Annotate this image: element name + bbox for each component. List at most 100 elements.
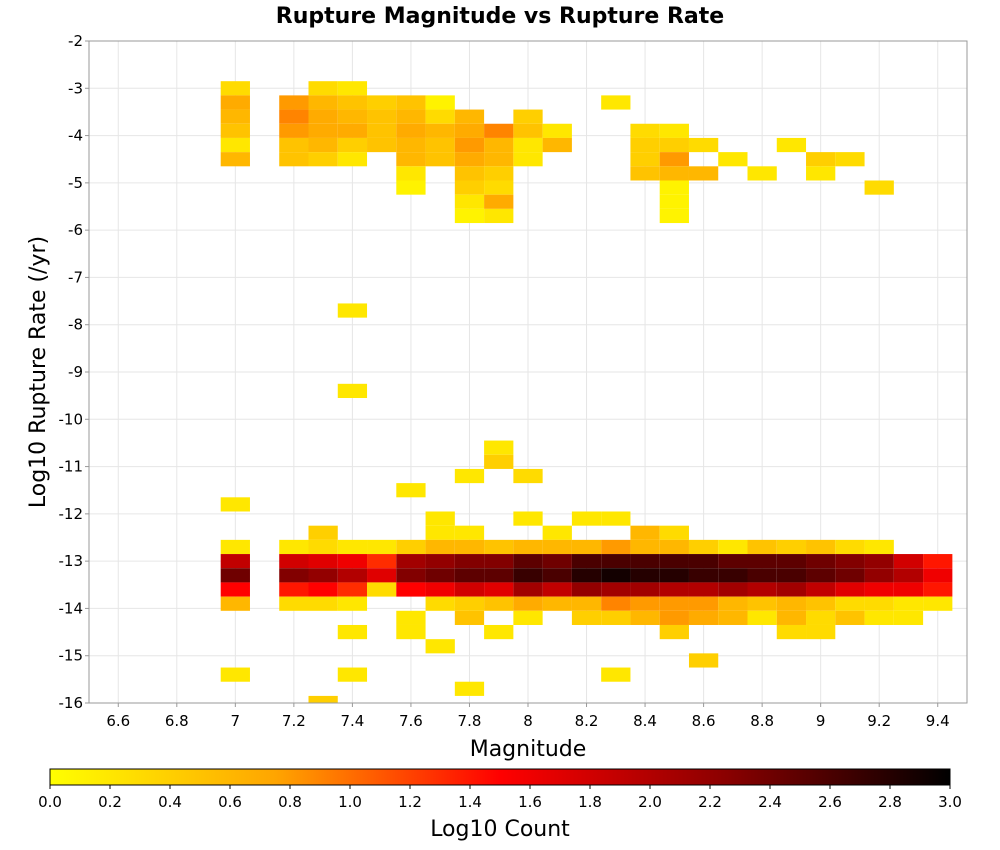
heatmap-cell [454,582,485,597]
x-tick-label: 6.6 [106,712,130,730]
heatmap-cell [659,568,689,583]
y-tick-label: -7 [68,268,83,286]
y-tick-label: -12 [59,505,84,523]
y-tick-label: -15 [59,647,84,665]
heatmap-cell [659,610,689,625]
heatmap-cell [484,152,514,167]
heatmap-cell [337,152,368,167]
heatmap-cell [425,554,455,569]
heatmap-cell [923,554,953,569]
colorbar-tick-label: 0.0 [38,793,62,811]
heatmap-cell [659,208,689,224]
heatmap-cell [308,152,338,167]
heatmap-cell [864,582,894,597]
heatmap-cell [806,610,836,625]
y-tick-label: -3 [68,79,83,97]
heatmap-cell [835,596,865,611]
heatmap-cell [542,539,572,555]
y-tick-label: -10 [59,410,84,428]
heatmap-cell [806,568,836,583]
colorbar-tick-label: 1.0 [338,793,362,811]
x-axis-label: Magnitude [470,737,587,762]
colorbar-tick-label: 3.0 [938,793,962,811]
heatmap-cell [513,137,543,153]
heatmap-cell [806,596,836,611]
heatmap-cell [396,137,426,153]
heatmap-cell [806,624,836,640]
heatmap-cell [454,568,485,583]
heatmap-cell [367,95,397,110]
heatmap-cell [484,180,514,195]
heatmap-cell [279,137,309,153]
heatmap-cell [542,137,572,153]
heatmap-cell [484,194,514,209]
heatmap-cell [601,511,631,526]
heatmap-cell [454,137,485,153]
colorbar-tick-label: 2.0 [638,793,662,811]
heatmap-cell [747,539,777,555]
heatmap-cell [571,610,602,625]
heatmap-cell [864,180,894,195]
heatmap-cell [513,511,543,526]
heatmap-cell [659,137,689,153]
heatmap-cell [279,123,309,138]
heatmap-cell [659,194,689,209]
heatmap-cell [718,554,748,569]
colorbar-tick-label: 0.8 [278,793,302,811]
heatmap-cell [308,554,338,569]
colorbar-tick-label: 0.2 [98,793,122,811]
heatmap-cell [688,610,719,625]
heatmap-cell [747,568,777,583]
heatmap-cell [864,554,894,569]
heatmap-cell [308,81,338,96]
x-tick-label: 8.4 [633,712,657,730]
heatmap-cell [601,596,631,611]
heatmap-cell [454,208,485,224]
y-axis-ticks: -2 -3 -4 -5 -6 -7 -8 -9 -10 -11 -12 -13 -14 -15 -16 [59,32,89,712]
heatmap-cell [513,582,543,597]
heatmap-cell [659,582,689,597]
heatmap-cell [337,81,368,96]
heatmap-cell [659,180,689,195]
heatmap-cell [688,137,719,153]
x-tick-label: 9.2 [867,712,891,730]
heatmap-cell [659,123,689,138]
heatmap-cell [659,596,689,611]
y-axis-label: Log10 Rupture Rate (/yr) [26,236,51,508]
colorbar-tick-label: 1.6 [518,793,542,811]
heatmap-cell [367,137,397,153]
heatmap-cell [835,610,865,625]
heatmap-cell [308,596,338,611]
heatmap-cell [308,137,338,153]
heatmap-cell [425,582,455,597]
heatmap-cell [484,624,514,640]
heatmap-cell [718,152,748,167]
heatmap-cell [659,624,689,640]
x-axis-ticks: 6.6 6.8 7 7.2 7.4 7.6 7.8 8 8.2 8.4 8.6 8.8 9 9.2 9.4 [106,703,950,730]
heatmap-cell [425,525,455,540]
heatmap-cell [425,511,455,526]
colorbar-tick-label: 2.2 [698,793,722,811]
heatmap-cell [659,166,689,181]
heatmap-cell [220,596,250,611]
heatmap-cell [893,568,924,583]
heatmap-cell [601,667,631,682]
heatmap-cell [923,568,953,583]
heatmap-cell [279,95,309,110]
heatmap-cell [776,596,807,611]
y-tick-label: -11 [59,458,84,476]
heatmap-cells [220,81,953,703]
x-tick-label: 8.8 [750,712,774,730]
heatmap-cell [513,554,543,569]
heatmap-cell [513,109,543,124]
x-tick-label: 7.2 [282,712,306,730]
heatmap-cell [484,539,514,555]
colorbar-ticks: 0.0 0.2 0.4 0.6 0.8 1.0 1.2 1.4 1.6 1.8 2.0 2.2 2.4 2… [38,785,962,811]
heatmap-cell [337,137,368,153]
heatmap-cell [220,152,250,167]
heatmap-cell [601,95,631,110]
heatmap-cell [806,582,836,597]
x-tick-label: 6.8 [165,712,189,730]
heatmap-cell [601,582,631,597]
heatmap-cell [630,582,660,597]
